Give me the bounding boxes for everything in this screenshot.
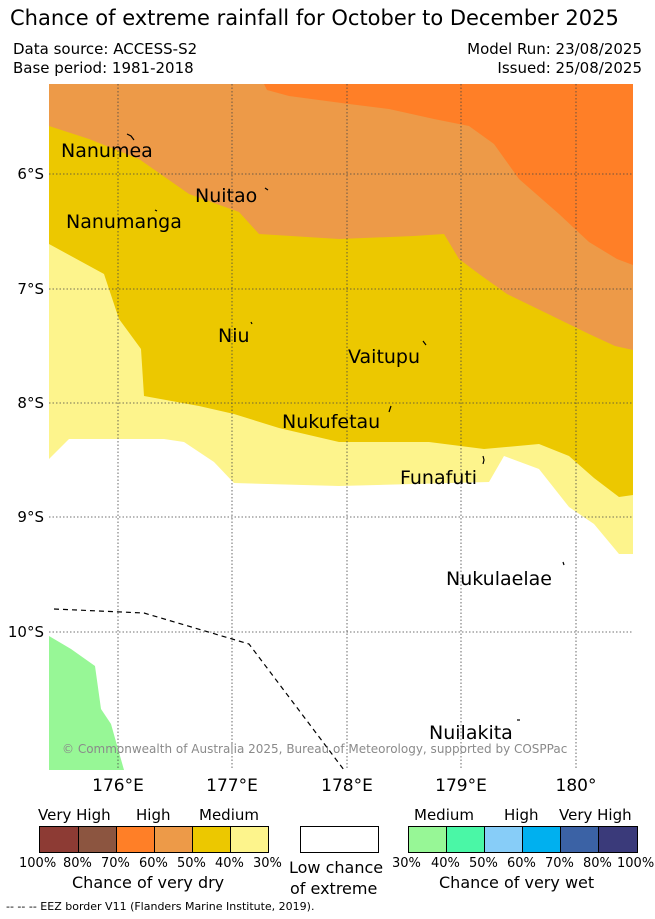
y-tick-label: 7°S (17, 280, 44, 298)
wet-swatch (599, 827, 637, 852)
dry-pct-tick: 40% (215, 856, 244, 871)
neutral-swatch (300, 826, 379, 853)
x-tick-label: 179°E (435, 776, 487, 796)
dry-pct-tick: 60% (139, 856, 168, 871)
y-tick-label: 8°S (17, 394, 44, 412)
map-gridlines (49, 84, 633, 770)
dry-very-high-region (264, 84, 633, 265)
island-label-nukufetau: Nukufetau (282, 411, 381, 433)
dry-legend-label: Chance of very dry (72, 873, 225, 892)
legend-dry-medium: Medium (199, 806, 259, 824)
wet-pct-tick: 100% (617, 856, 655, 871)
wet-swatch (409, 827, 447, 852)
wet-swatch (561, 827, 599, 852)
island-label-funafuti: Funafuti (400, 467, 478, 489)
dry-pct-tick: 100% (19, 856, 57, 871)
wet-colorbar (408, 826, 638, 853)
wet-swatch (447, 827, 485, 852)
island-label-nanumanga: Nanumanga (66, 211, 182, 233)
wet-pct-tick: 70% (545, 856, 574, 871)
model-run: Model Run: 23/08/2025 (467, 40, 642, 58)
island-label-vaitupu: Vaitupu (348, 346, 421, 368)
copyright-credit: © Commonwealth of Australia 2025, Bureau… (62, 742, 568, 756)
rainfall-map (49, 84, 633, 770)
wet-pct-tick: 40% (431, 856, 460, 871)
dry-swatch (79, 827, 117, 852)
issued-date: Issued: 25/08/2025 (497, 59, 642, 77)
island-label-nanumea: Nanumea (61, 140, 153, 162)
wet-swatch (485, 827, 523, 852)
dry-pct-tick: 30% (253, 856, 282, 871)
x-tick-label: 180° (555, 776, 597, 796)
legend-dry-high: High (136, 806, 171, 824)
x-tick-label: 177°E (206, 776, 258, 796)
x-tick-label: 176°E (92, 776, 144, 796)
dry-colorbar (39, 826, 269, 853)
legend-wet-medium: Medium (414, 806, 474, 824)
dry-pct-tick: 50% (177, 856, 206, 871)
dry-swatch (231, 827, 268, 852)
wet-legend-label: Chance of very wet (439, 873, 595, 892)
neutral-label-line2: of extreme (290, 879, 378, 898)
wet-pct-tick: 30% (392, 856, 421, 871)
data-source: Data source: ACCESS-S2 (13, 40, 198, 58)
legend-wet-high: High (504, 806, 539, 824)
wet-swatch (523, 827, 561, 852)
island-markers (126, 133, 565, 721)
island-label-nuilakita: Nuilakita (429, 722, 513, 744)
dry-pct-tick: 80% (63, 856, 92, 871)
map-title: Chance of extreme rainfall for October t… (10, 6, 619, 30)
dry-swatch (193, 827, 231, 852)
x-tick-label: 178°E (321, 776, 373, 796)
wet-pct-tick: 60% (507, 856, 536, 871)
island-label-niu: Niu (218, 325, 250, 347)
y-tick-label: 10°S (7, 623, 44, 641)
dry-swatch (40, 827, 79, 852)
base-period: Base period: 1981-2018 (13, 59, 194, 77)
dry-pct-tick: 70% (101, 856, 130, 871)
wet-pct-tick: 50% (469, 856, 498, 871)
island-label-nuitao: Nuitao (195, 185, 258, 207)
eez-border-note: -- -- -- EEZ border V11 (Flanders Marine… (6, 900, 315, 913)
legend-dry-very-high: Very High (38, 806, 111, 824)
wet-medium-region (49, 636, 124, 770)
dry-high-region (49, 84, 633, 350)
island-label-nukulaelae: Nukulaelae (446, 568, 552, 590)
y-tick-label: 6°S (17, 165, 44, 183)
wet-pct-tick: 80% (583, 856, 612, 871)
eez-border (53, 608, 345, 770)
y-tick-label: 9°S (17, 508, 44, 526)
dry-swatch (117, 827, 155, 852)
neutral-label-line1: Low chance (289, 858, 384, 877)
legend-wet-very-high: Very High (559, 806, 632, 824)
dry-swatch (155, 827, 193, 852)
